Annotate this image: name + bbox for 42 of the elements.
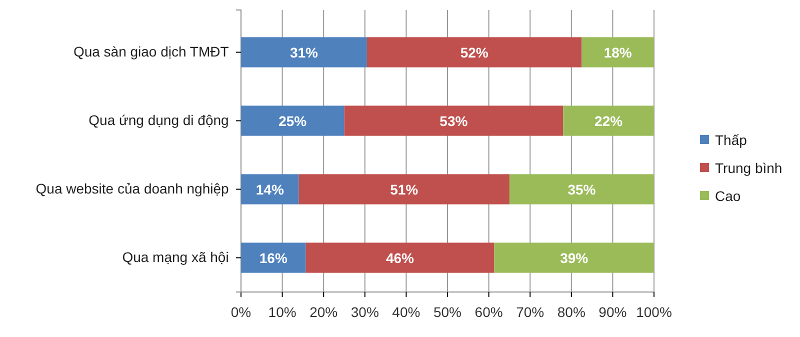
data-label: 14% (256, 181, 284, 198)
x-tick-label: 90% (598, 304, 627, 320)
bar (366, 37, 582, 68)
bar (582, 37, 654, 68)
x-tick-label: 20% (310, 304, 338, 320)
y-tick-label: Qua website của doanh nghiệp (36, 180, 229, 197)
bar (494, 242, 654, 273)
data-label: 53% (440, 112, 468, 129)
bar (298, 174, 510, 204)
x-tick-label: 80% (557, 304, 586, 320)
bar (241, 37, 367, 68)
y-tick-label: Qua mạng xã hội (122, 249, 229, 266)
x-tick-label: 60% (474, 304, 503, 320)
bar (306, 242, 494, 273)
data-label: 35% (568, 181, 596, 198)
legend-label: Trung bình (715, 160, 782, 176)
x-tick-label: 100% (636, 304, 672, 320)
bar (344, 106, 564, 136)
data-label: 39% (560, 250, 589, 266)
data-label: 25% (278, 112, 308, 129)
data-label: 52% (460, 44, 489, 60)
bar (241, 174, 299, 204)
data-label: 16% (259, 250, 288, 266)
y-tick-label: Qua ứng dụng di động (88, 112, 229, 128)
bar (241, 106, 344, 136)
y-tick-label: Qua sàn giao dịch TMĐT (73, 44, 230, 60)
data-label: 18% (604, 44, 632, 60)
data-label: 22% (594, 112, 624, 129)
data-label: 31% (290, 44, 319, 60)
legend-label: Cao (715, 188, 741, 204)
bar (509, 174, 654, 204)
x-tick-label: 40% (392, 304, 420, 320)
data-label: 46% (386, 250, 415, 266)
x-tick-label: 50% (433, 304, 462, 320)
legend-label: Thấp (715, 132, 748, 148)
bar (563, 106, 654, 136)
bar (241, 242, 306, 273)
x-tick-label: 0% (230, 304, 252, 320)
x-tick-label: 10% (268, 304, 296, 320)
x-tick-label: 30% (350, 304, 379, 320)
x-tick-label: 70% (516, 304, 544, 320)
data-label: 51% (390, 181, 419, 198)
